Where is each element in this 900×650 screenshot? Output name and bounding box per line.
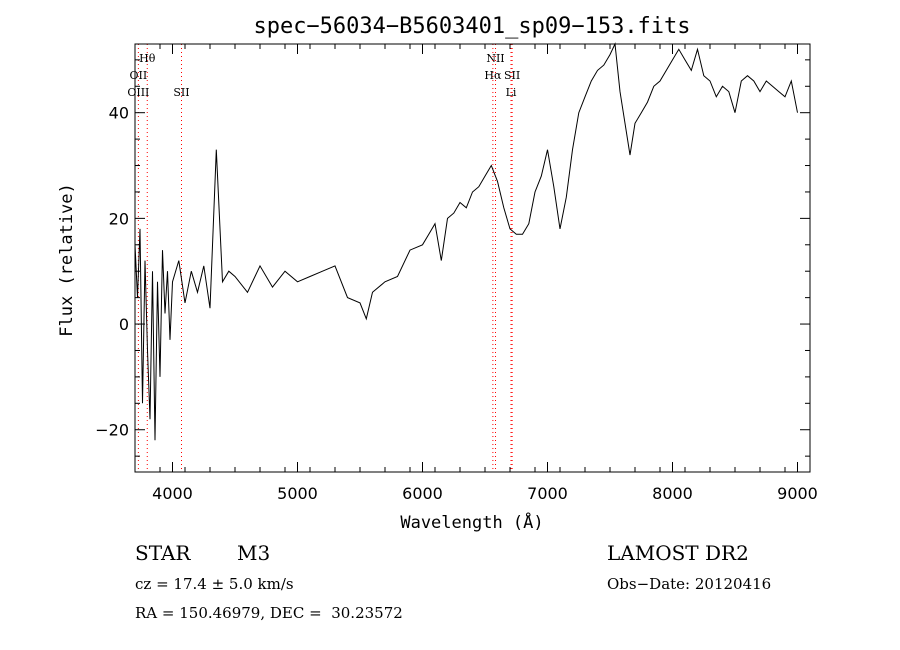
line-marker-label: NII <box>486 52 504 65</box>
line-marker-label: SII <box>173 86 189 99</box>
line-marker-label: OII <box>130 69 148 82</box>
y-tick-label: 40 <box>109 104 129 123</box>
spectrum-line <box>134 42 798 441</box>
line-marker-label: OIII <box>127 86 149 99</box>
survey-name: LAMOST DR2 <box>607 541 749 565</box>
chart-title: spec−56034−B5603401_sp09−153.fits <box>253 14 690 39</box>
x-tick-label: 7000 <box>527 484 568 503</box>
x-tick-label: 4000 <box>152 484 193 503</box>
axes: 4000 5000 6000 7000 8000 9000 −20 0 20 40 <box>95 44 818 503</box>
redshift-cz: cz = 17.4 ± 5.0 km/s <box>135 575 294 593</box>
x-tick-label: 5000 <box>277 484 318 503</box>
y-tick-label: 0 <box>119 315 129 334</box>
line-marker-label: Hα <box>484 69 502 82</box>
line-marker-label: SII <box>504 69 520 82</box>
y-tick-label: 20 <box>109 209 129 228</box>
x-tick-label: 8000 <box>652 484 693 503</box>
x-tick-label: 9000 <box>777 484 818 503</box>
x-axis-label: Wavelength (Å) <box>400 511 543 533</box>
object-subclass: M3 <box>237 541 271 565</box>
obs-date: Obs−Date: 20120416 <box>607 575 772 593</box>
object-type: STAR <box>135 541 191 565</box>
line-marker-label: Li <box>506 86 517 99</box>
ra-dec: RA = 150.46979, DEC = 30.23572 <box>135 604 403 622</box>
plot-frame <box>134 43 811 473</box>
y-axis-label: Flux (relative) <box>57 183 77 337</box>
x-tick-label: 6000 <box>402 484 443 503</box>
y-tick-label: −20 <box>95 421 129 440</box>
line-marker-label: Hθ <box>139 52 156 65</box>
